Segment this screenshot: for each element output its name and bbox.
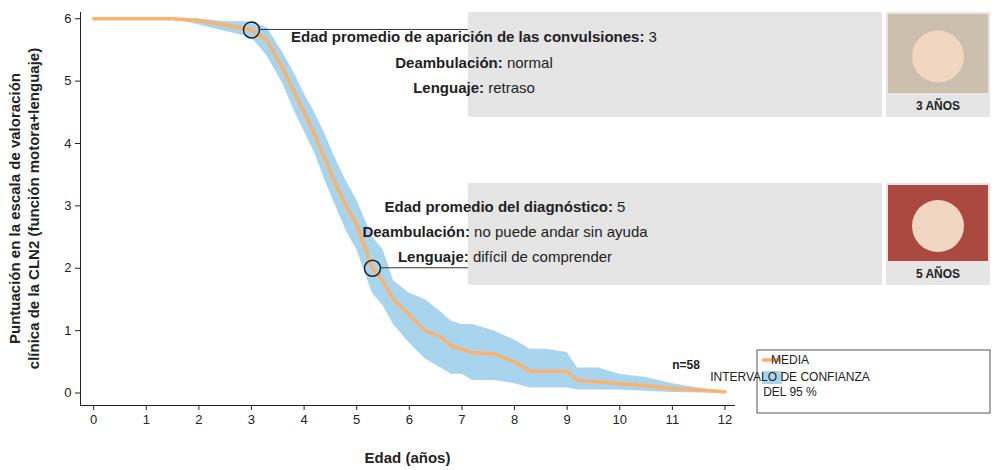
svg-text:4: 4: [300, 412, 307, 427]
svg-text:0: 0: [64, 385, 71, 400]
svg-text:Deambulación: normal: Deambulación: normal: [395, 54, 553, 71]
svg-text:5: 5: [64, 73, 71, 88]
svg-text:3: 3: [64, 198, 71, 213]
svg-text:n=58: n=58: [672, 358, 700, 372]
svg-text:12: 12: [718, 412, 732, 427]
svg-text:1: 1: [143, 412, 150, 427]
svg-text:8: 8: [511, 412, 518, 427]
svg-text:Edad promedio del diagnóstico:: Edad promedio del diagnóstico: 5: [385, 198, 626, 215]
svg-text:5: 5: [353, 412, 360, 427]
svg-text:Edad (años): Edad (años): [365, 449, 451, 466]
svg-text:2: 2: [64, 260, 71, 275]
svg-text:1: 1: [64, 323, 71, 338]
svg-text:0: 0: [90, 412, 97, 427]
svg-text:Edad promedio de aparición de: Edad promedio de aparición de las convul…: [291, 28, 657, 45]
svg-text:clínica de la CLN2 (función mo: clínica de la CLN2 (función motora+lengu…: [25, 48, 42, 369]
svg-text:Lenguaje: difícil de comprende: Lenguaje: difícil de comprender: [398, 248, 612, 265]
svg-text:10: 10: [613, 412, 627, 427]
svg-text:MEDIA: MEDIA: [771, 353, 809, 367]
svg-text:5 AÑOS: 5 AÑOS: [916, 266, 960, 281]
svg-text:7: 7: [458, 412, 465, 427]
svg-text:Deambulación: no puede andar s: Deambulación: no puede andar sin ayuda: [362, 223, 648, 240]
svg-text:6: 6: [64, 11, 71, 26]
svg-text:Lenguaje: retraso: Lenguaje: retraso: [413, 79, 535, 96]
svg-text:3: 3: [248, 412, 255, 427]
svg-text:9: 9: [564, 412, 571, 427]
svg-text:DEL 95 %: DEL 95 %: [763, 385, 817, 399]
svg-text:11: 11: [666, 412, 680, 427]
svg-text:4: 4: [64, 136, 71, 151]
svg-text:2: 2: [195, 412, 202, 427]
svg-text:INTERVALO DE CONFIANZA: INTERVALO DE CONFIANZA: [710, 370, 870, 384]
svg-text:3 AÑOS: 3 AÑOS: [916, 98, 960, 113]
svg-text:Puntuación en la escala de val: Puntuación en la escala de valoración: [6, 73, 23, 344]
svg-text:6: 6: [406, 412, 413, 427]
